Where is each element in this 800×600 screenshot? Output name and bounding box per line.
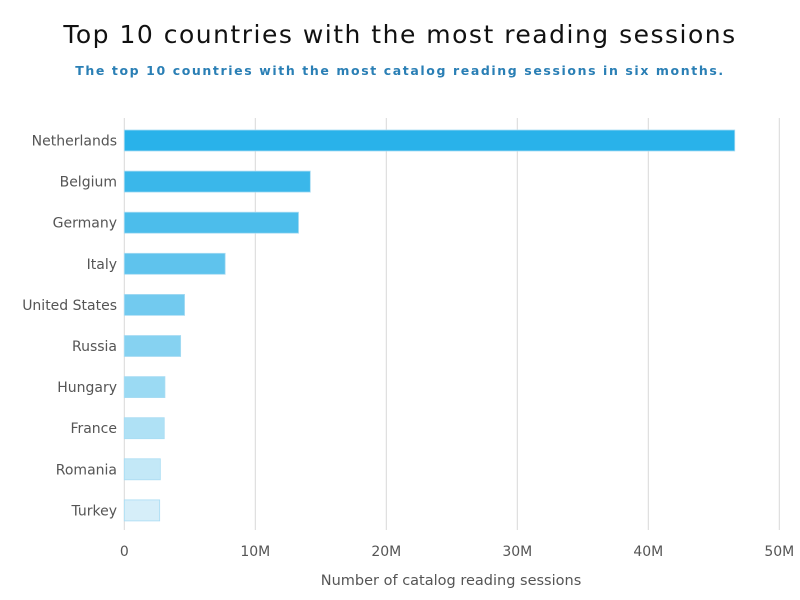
bar-italy xyxy=(123,252,226,275)
category-label: Belgium xyxy=(60,175,117,191)
category-label: Italy xyxy=(87,257,117,273)
bar-romania xyxy=(123,458,161,481)
x-tick-label: 10M xyxy=(240,544,270,560)
category-label: United States xyxy=(22,298,117,314)
bar-united-states xyxy=(123,293,185,316)
category-label: Germany xyxy=(53,216,117,232)
bar-germany xyxy=(123,211,299,234)
chart-subtitle: The top 10 countries with the most catal… xyxy=(75,63,725,78)
category-label: Netherlands xyxy=(32,134,117,150)
bar-russia xyxy=(123,335,182,357)
x-tick-label: 40M xyxy=(633,544,663,560)
bar-hungary xyxy=(123,376,166,399)
category-label: France xyxy=(70,421,117,437)
x-tick-label: 50M xyxy=(764,544,794,560)
bar-belgium xyxy=(123,170,311,193)
x-tick-label: 20M xyxy=(371,544,401,560)
bar-turkey xyxy=(123,499,161,522)
chart-title: Top 10 countries with the most reading s… xyxy=(63,20,737,49)
x-axis-label: Number of catalog reading sessions xyxy=(321,573,582,589)
bar-france xyxy=(123,417,165,440)
bar-netherlands xyxy=(123,129,736,152)
category-label: Russia xyxy=(72,339,117,355)
x-tick-label: 30M xyxy=(502,544,532,560)
category-label: Turkey xyxy=(70,503,117,519)
category-label: Romania xyxy=(56,462,117,478)
category-label: Hungary xyxy=(57,380,117,396)
x-tick-label: 0 xyxy=(120,544,129,560)
